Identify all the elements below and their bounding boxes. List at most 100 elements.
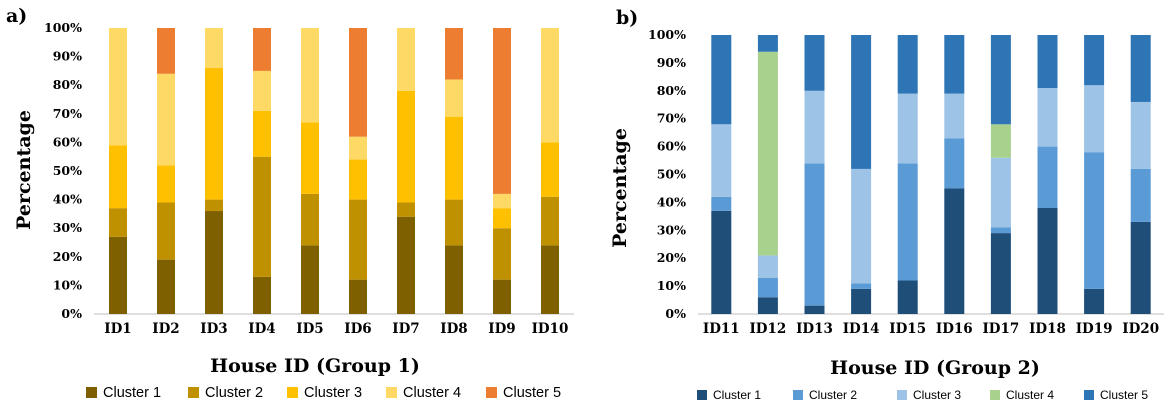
- x-tick-label: ID18: [1029, 321, 1066, 337]
- bar-segment: [851, 168, 872, 284]
- bar-segment: [253, 70, 271, 111]
- x-tick-label: ID8: [440, 321, 467, 337]
- y-tick-label: 20%: [657, 250, 686, 265]
- bar-segment: [493, 228, 511, 280]
- chart-panel-a: a) Percentage House ID (Group 1) 0% 10% 20…: [6, 5, 574, 401]
- bar-segment: [944, 35, 965, 94]
- bar-segment: [944, 138, 965, 189]
- y-tick-label: 0%: [61, 306, 82, 321]
- x-axis-title-b: House ID (Group 2): [830, 357, 1040, 379]
- legend-label: Cluster 4: [1006, 388, 1054, 402]
- bar-segment: [711, 210, 732, 314]
- y-axis-title-b: Percentage: [609, 128, 631, 248]
- bar-segment: [711, 124, 732, 197]
- y-tick-label: 40%: [53, 192, 82, 207]
- bar-segment: [990, 35, 1011, 125]
- bar-segment: [253, 110, 271, 157]
- bar-segment: [109, 145, 127, 209]
- bar-segment: [445, 79, 463, 117]
- y-tick-label: 60%: [657, 139, 686, 154]
- bar-segment: [445, 28, 463, 80]
- bar-segment: [301, 28, 319, 123]
- y-tick-label: 60%: [53, 134, 82, 149]
- x-tick-label: ID7: [392, 321, 419, 337]
- legend-label: Cluster 2: [809, 388, 857, 402]
- legend-label: Cluster 5: [1100, 388, 1148, 402]
- bar-segment: [301, 193, 319, 246]
- panel-label-a: a): [6, 5, 27, 27]
- legend-swatch: [386, 387, 397, 398]
- x-tick-label: ID4: [248, 321, 275, 337]
- bar-segment: [109, 208, 127, 237]
- legend-swatch: [86, 387, 97, 398]
- chart-panel-b: b) Percentage House ID (Group 2) 0% 10% 20…: [609, 7, 1164, 402]
- legend-swatch: [897, 390, 907, 400]
- legend-label: Cluster 2: [205, 385, 263, 401]
- legend-label: Cluster 1: [713, 388, 761, 402]
- bar-segment: [109, 236, 127, 314]
- bar-segment: [253, 156, 271, 277]
- x-tick-label: ID9: [488, 321, 515, 337]
- y-tick-label: 20%: [53, 249, 82, 264]
- x-tick-label: ID6: [344, 321, 371, 337]
- bar-segment: [349, 159, 367, 200]
- bar-segment: [1037, 88, 1058, 147]
- bar-segment: [445, 199, 463, 246]
- bar-segment: [1084, 85, 1105, 153]
- x-tick-label: ID10: [532, 321, 569, 337]
- bar-segment: [301, 122, 319, 194]
- y-tick-label: 70%: [53, 106, 82, 121]
- x-tick-label: ID19: [1076, 321, 1113, 337]
- legend-label: Cluster 3: [913, 388, 961, 402]
- y-tick-label: 30%: [53, 220, 82, 235]
- bar-segment: [1037, 146, 1058, 208]
- bar-segment: [1037, 207, 1058, 314]
- bar-segment: [804, 90, 825, 164]
- bar-segment: [493, 279, 511, 314]
- y-tick-label: 100%: [648, 27, 686, 42]
- bar-segment: [1130, 101, 1151, 169]
- bar-segment: [205, 28, 223, 69]
- bar-segment: [349, 279, 367, 314]
- bar-segment: [541, 245, 559, 314]
- legend-swatch: [188, 387, 199, 398]
- bar-segment: [1130, 35, 1151, 102]
- bar-segment: [445, 245, 463, 314]
- bar-segment: [757, 51, 778, 256]
- bar-segment: [990, 227, 1011, 234]
- y-tick-label: 80%: [657, 83, 686, 98]
- x-tick-label: ID13: [796, 321, 833, 337]
- x-tick-label: ID16: [936, 321, 973, 337]
- y-tick-label: 80%: [53, 77, 82, 92]
- bar-segment: [990, 233, 1011, 314]
- bar-segment: [897, 163, 918, 281]
- bar-segment: [757, 255, 778, 278]
- bar-segment: [1130, 221, 1151, 314]
- bar-segment: [205, 211, 223, 314]
- legend-label: Cluster 1: [103, 385, 161, 401]
- bar-segment: [757, 297, 778, 314]
- y-axis-title-a: Percentage: [13, 110, 35, 230]
- bar-segment: [851, 35, 872, 169]
- legend-label: Cluster 4: [403, 385, 461, 401]
- legend-swatch: [1084, 390, 1094, 400]
- x-tick-label: ID20: [1122, 321, 1159, 337]
- y-tick-label: 90%: [53, 49, 82, 64]
- bar-segment: [157, 73, 175, 166]
- bar-segment: [109, 28, 127, 146]
- y-tick-label: 90%: [657, 55, 686, 70]
- y-tick-label: 10%: [657, 278, 686, 293]
- legend-swatch: [990, 390, 1000, 400]
- bar-segment: [253, 276, 271, 314]
- legend-swatch: [793, 390, 803, 400]
- x-axis-title-a: House ID (Group 1): [210, 355, 420, 377]
- x-tick-label: ID12: [749, 321, 786, 337]
- legend-swatch: [287, 387, 298, 398]
- bar-segment: [1084, 288, 1105, 314]
- x-tick-label: ID11: [703, 321, 740, 337]
- bar-segment: [541, 142, 559, 197]
- y-tick-label: 50%: [53, 163, 82, 178]
- bar-segment: [493, 28, 511, 194]
- bar-segment: [541, 28, 559, 143]
